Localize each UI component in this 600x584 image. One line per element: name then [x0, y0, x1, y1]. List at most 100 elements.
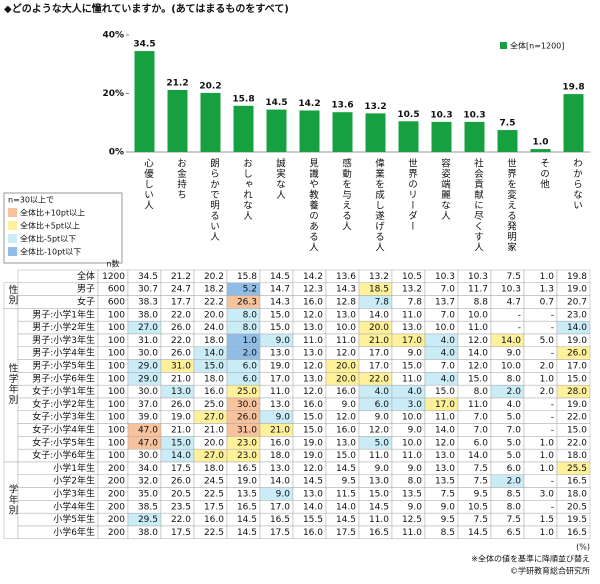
cell-value: 12.0: [303, 362, 323, 372]
cell-value: 16.5: [567, 477, 587, 487]
cell-value: 15.8: [237, 272, 257, 282]
cell-legend-swatch: [8, 247, 17, 256]
bar: [365, 113, 386, 152]
cell-value: 7.0: [474, 426, 489, 436]
cell-value: 17.5: [270, 528, 290, 538]
cell-value: 19.0: [567, 400, 587, 410]
cell-value: 13.0: [336, 438, 356, 448]
cell-value: 13.5: [402, 490, 422, 500]
cell-value: 12.0: [468, 336, 488, 346]
cell-value: 17.5: [171, 528, 191, 538]
category-label: 社会貢献に尽くす人: [472, 157, 484, 252]
cell-value: 19.0: [270, 362, 290, 372]
n-value: 100: [108, 336, 125, 346]
row-label: 男子:小学3年生: [32, 334, 95, 346]
cell-value: 26.0: [567, 349, 587, 359]
category-label: 感動を与える人: [340, 157, 352, 231]
cell-value: 7.5: [507, 515, 521, 525]
n-value: 200: [108, 528, 125, 538]
cell-value: 10.0: [501, 362, 521, 372]
value-label: 21.2: [166, 78, 188, 88]
cell-value: 16.0: [303, 528, 323, 538]
cell-value: 18.0: [567, 490, 587, 500]
cell-value: 17.5: [171, 464, 191, 474]
cell-value: 13.6: [336, 272, 356, 282]
cell-value: 6.0: [243, 374, 258, 384]
cell-value: 26.0: [171, 400, 191, 410]
bar: [134, 51, 155, 152]
cell-legend-label: 全体比-10pt以下: [20, 247, 81, 257]
cell-value: 9.0: [408, 349, 423, 359]
cell-value: 23.0: [567, 310, 587, 320]
cell-value: 13.0: [270, 464, 290, 474]
cell-value: 14.5: [336, 515, 356, 525]
cell-value: 19.8: [567, 272, 587, 282]
cell-value: 24.7: [171, 285, 191, 295]
n-value: 200: [108, 490, 125, 500]
cell-value: 1.0: [540, 451, 555, 461]
cell-value: 11.0: [402, 374, 422, 384]
value-label: 7.5: [500, 119, 516, 129]
cell-value: 27.0: [138, 323, 158, 333]
cell-value: 22.5: [204, 490, 224, 500]
cell-value: 31.0: [171, 362, 191, 372]
cell-value: 21.0: [171, 374, 191, 384]
cell-value: 13.0: [303, 349, 323, 359]
cell-value: 13.0: [435, 464, 455, 474]
cell-value: 18.0: [567, 451, 587, 461]
cell-value: 4.7: [507, 298, 521, 308]
cell-value: 10.5: [402, 272, 422, 282]
bar: [266, 109, 287, 152]
row-label: 男子:小学5年生: [32, 360, 95, 372]
row-label: 男子:小学1年生: [32, 308, 95, 320]
cell-value: 12.0: [303, 310, 323, 320]
cell-value: -: [551, 477, 554, 487]
cell-value: 29.0: [138, 374, 158, 384]
cell-value: 6.0: [507, 464, 522, 474]
cell-value: 13.0: [303, 374, 323, 384]
cell-value: 21.2: [171, 272, 191, 282]
n-value: 100: [108, 323, 125, 333]
cell-value: 9.0: [276, 336, 291, 346]
category-label: お金持ち: [175, 158, 187, 200]
cell-value: 5.0: [375, 438, 390, 448]
cell-value: 16.5: [270, 515, 290, 525]
row-label: 小学5年生: [53, 513, 95, 525]
cell-value: 12.0: [303, 387, 323, 397]
cell-value: 7.5: [474, 515, 488, 525]
cell-value: 7.5: [474, 464, 488, 474]
cell-value: 9.0: [276, 490, 291, 500]
cell-value: 17.0: [567, 362, 587, 372]
cell-value: 12.5: [402, 515, 422, 525]
cell-value: 16.0: [336, 426, 356, 436]
cell-value: 10.3: [435, 272, 455, 282]
cell-value: 20.0: [204, 438, 224, 448]
cell-value: 19.0: [171, 413, 191, 423]
cell-value: 38.0: [138, 310, 158, 320]
cell-value: 18.0: [204, 464, 224, 474]
cell-value: 16.0: [303, 298, 323, 308]
cell-value: 15.0: [204, 362, 224, 372]
cell-value: 29.5: [138, 515, 158, 525]
cell-value: 2.0: [507, 387, 522, 397]
note: ※全体の値を基準に降順並び替え: [471, 553, 590, 563]
cell-value: 10.0: [468, 310, 488, 320]
cell-value: 30.0: [138, 451, 158, 461]
category-label: その他: [538, 158, 550, 190]
cell-value: 14.0: [501, 336, 521, 346]
cell-value: 1.0: [540, 438, 555, 448]
cell-value: 14.0: [303, 502, 323, 512]
cell-value: 39.0: [138, 413, 158, 423]
bar: [530, 149, 551, 152]
cell-value: 19.0: [303, 438, 323, 448]
cell-value: 21.0: [204, 426, 224, 436]
value-label: 13.2: [364, 102, 386, 112]
cell-value: 22.5: [204, 528, 224, 538]
value-label: 15.8: [232, 94, 254, 104]
value-label: 19.8: [562, 83, 584, 93]
cell-value: 26.0: [237, 413, 257, 423]
n-value: 100: [108, 349, 125, 359]
n-value: 100: [108, 413, 125, 423]
cell-value: 9.5: [342, 477, 356, 487]
category-label: 朗らかで明るい人: [208, 157, 220, 242]
